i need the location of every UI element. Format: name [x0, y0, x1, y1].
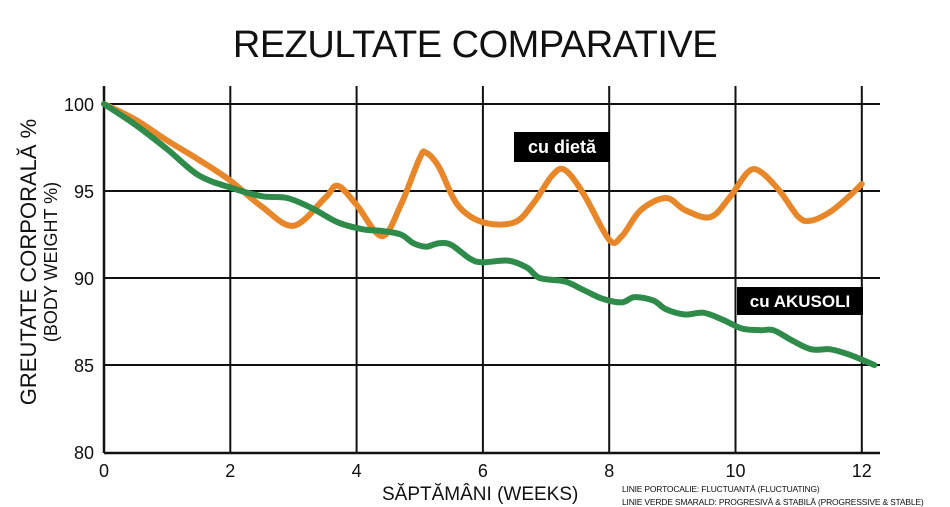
x-tick-label: 8 [604, 461, 614, 481]
annotation-box [737, 287, 863, 315]
x-tick-label: 2 [225, 461, 235, 481]
y-axis-label-sub: (BODY WEIGHT %) [41, 181, 61, 343]
annotation-label: cu AKUSOLI [750, 292, 850, 311]
annotation-label: cu dietă [528, 137, 597, 157]
y-tick-label: 80 [74, 443, 94, 463]
y-tick-label: 90 [74, 269, 94, 289]
legend-note-green: LINIE VERDE SMARALD: PROGRESIVĂ & STABIL… [622, 497, 924, 507]
series-line-akusoli [101, 101, 878, 368]
y-axis-label: GREUTATE CORPORALĂ % (BODY WEIGHT %) [16, 118, 62, 406]
x-tick-label: 4 [352, 461, 362, 481]
annotation-box [514, 132, 610, 162]
x-tick-label: 0 [99, 461, 109, 481]
y-tick-label: 85 [74, 356, 94, 376]
y-axis-label-main: GREUTATE CORPORALĂ % [16, 118, 41, 406]
x-axis-label: SĂPTĂMÂNI (WEEKS) [382, 484, 579, 505]
y-tick-label: 100 [64, 95, 94, 115]
series-line-diet [101, 101, 865, 246]
chart-title: REZULTATE COMPARATIVE [232, 24, 718, 66]
legend-note-orange: LINIE PORTOCALIE: FLUCTUANTĂ (FLUCTUATIN… [622, 484, 820, 494]
y-tick-label: 95 [74, 182, 94, 202]
x-tick-label: 12 [852, 461, 872, 481]
x-tick-label: 10 [725, 461, 745, 481]
x-tick-label: 6 [478, 461, 488, 481]
